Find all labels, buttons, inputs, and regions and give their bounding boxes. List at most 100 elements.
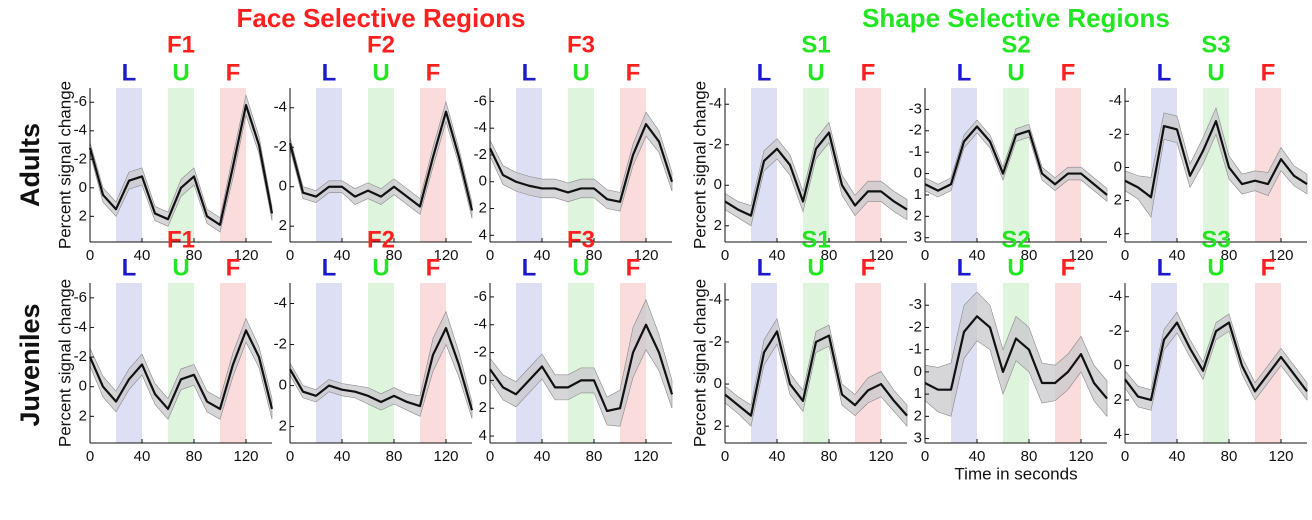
x-tick-label: 40 [1169, 448, 1186, 465]
block-label: U [1007, 59, 1024, 86]
y-tick-label: 2 [714, 417, 722, 434]
y-tick-label: 0 [714, 176, 722, 193]
x-tick-label: 0 [921, 247, 929, 264]
block-label: L [522, 254, 537, 281]
block-label: L [122, 254, 137, 281]
x-axis-label: Time in seconds [954, 464, 1077, 483]
x-tick-label: 120 [633, 247, 658, 264]
block-label: F [226, 59, 241, 86]
block-label: U [807, 59, 824, 86]
x-tick-label: 0 [486, 448, 494, 465]
x-tick-label: 0 [486, 247, 494, 264]
y-tick-label: 2 [79, 407, 87, 424]
block-band [855, 88, 881, 242]
panel-title: S2 [1001, 226, 1030, 253]
x-tick-label: 120 [1268, 448, 1293, 465]
y-tick-label: -2 [474, 146, 487, 163]
x-tick-label: 0 [286, 448, 294, 465]
y-tick-label: -4 [709, 291, 722, 308]
block-band [516, 88, 542, 242]
block-label: L [122, 59, 137, 86]
x-tick-label: 0 [286, 247, 294, 264]
x-tick-label: 80 [821, 247, 838, 264]
y-axis-label: Percent signal change [690, 81, 709, 249]
mean-line [724, 330, 908, 417]
y-tick-label: -4 [709, 95, 722, 112]
x-tick-label: 0 [1121, 247, 1129, 264]
y-tick-label: 0 [714, 375, 722, 392]
x-tick-label: 120 [433, 448, 458, 465]
row-label: Adults [15, 123, 45, 207]
block-band [168, 283, 194, 443]
panel-title: S3 [1201, 31, 1230, 58]
block-label: F [1061, 254, 1076, 281]
mean-line [1124, 120, 1308, 199]
row-label: Juveniles [15, 303, 45, 426]
x-tick-label: 120 [233, 247, 258, 264]
y-tick-label: 0 [479, 173, 487, 190]
x-tick-label: 40 [134, 448, 151, 465]
x-tick-label: 80 [1021, 247, 1038, 264]
y-tick-label: -6 [74, 289, 87, 306]
x-tick-label: 80 [186, 247, 203, 264]
x-tick-label: 0 [1121, 448, 1129, 465]
y-tick-label: 0 [79, 179, 87, 196]
block-band [368, 88, 394, 242]
error-band [1124, 311, 1308, 411]
block-band [116, 88, 142, 242]
y-tick-label: 0 [279, 377, 287, 394]
y-tick-label: -4 [74, 122, 87, 139]
y-tick-label: 0 [1114, 357, 1122, 374]
y-tick-label: -2 [74, 150, 87, 167]
y-tick-label: -2 [74, 348, 87, 365]
x-tick-label: 40 [769, 448, 786, 465]
y-tick-label: 4 [1114, 225, 1122, 242]
mean-line [924, 315, 1108, 400]
block-label: F [426, 254, 441, 281]
mean-line [88, 104, 274, 226]
y-tick-label: 0 [279, 178, 287, 195]
y-tick-label: 1 [914, 385, 922, 402]
block-label: U [572, 254, 589, 281]
y-tick-label: 0 [479, 371, 487, 388]
block-label: L [1157, 59, 1172, 86]
y-axis-label: Percent signal change [690, 279, 709, 447]
y-tick-label: 2 [914, 407, 922, 424]
y-tick-label: -6 [474, 92, 487, 109]
y-tick-label: -2 [709, 333, 722, 350]
x-tick-label: 0 [86, 247, 94, 264]
x-tick-label: 40 [969, 247, 986, 264]
mean-line [489, 323, 674, 413]
y-axis-label: Percent signal change [55, 81, 74, 249]
block-label: F [226, 254, 241, 281]
x-tick-label: 80 [1221, 448, 1238, 465]
x-tick-label: 120 [868, 448, 893, 465]
block-label: L [957, 59, 972, 86]
y-tick-label: 4 [1114, 425, 1122, 442]
y-tick-label: 2 [279, 418, 287, 435]
block-label: U [1007, 254, 1024, 281]
block-band [855, 283, 881, 443]
y-tick-label: 0 [914, 165, 922, 182]
block-label: L [957, 254, 972, 281]
x-tick-label: 40 [334, 448, 351, 465]
y-tick-label: -2 [909, 318, 922, 335]
mean-line [88, 329, 274, 411]
panel-title: F2 [367, 226, 395, 253]
error-band [924, 119, 1108, 202]
panel-title: F1 [167, 226, 195, 253]
y-tick-label: -2 [474, 344, 487, 361]
x-tick-label: 120 [1068, 247, 1093, 264]
mean-line [289, 327, 474, 411]
y-tick-label: 2 [1114, 192, 1122, 209]
y-tick-label: 2 [1114, 391, 1122, 408]
group-title: Face Selective Regions [236, 3, 525, 33]
mean-line [1124, 321, 1308, 402]
x-tick-label: 80 [386, 247, 403, 264]
